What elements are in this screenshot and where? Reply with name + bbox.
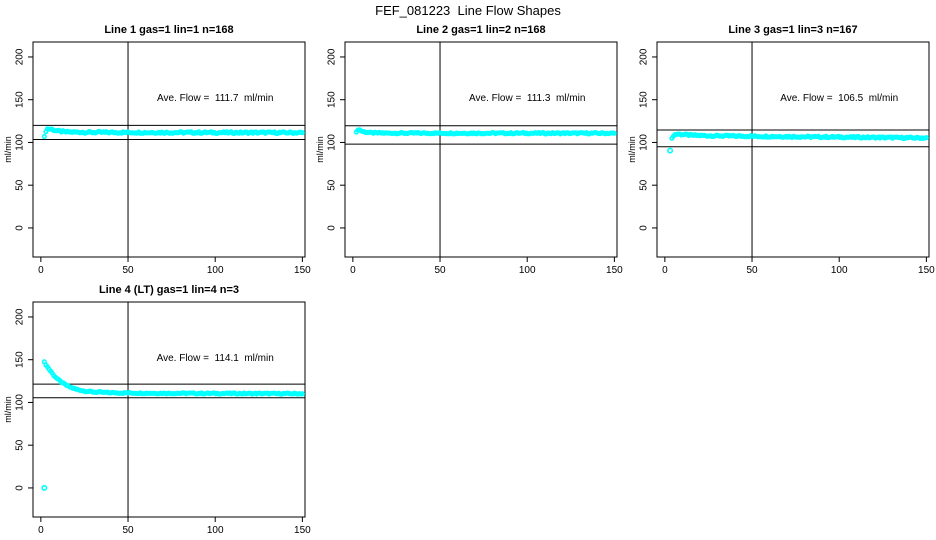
outlier-point [41, 484, 48, 491]
subplot-line-1: 0 50 100 150 200 0 50 100 150 ml/min Line 1 gas=1 … [0, 20, 312, 280]
x-tick-label: 0 [38, 265, 44, 276]
x-tick-label: 100 [207, 265, 224, 276]
data-point [611, 130, 617, 136]
plot-box [656, 41, 930, 258]
y-tick-label: 150 [14, 91, 25, 108]
data-point [299, 130, 305, 136]
y-tick-label: 0 [15, 225, 26, 231]
y-tick-label: 100 [639, 134, 650, 151]
y-axis-label: ml/min [315, 136, 325, 163]
y-tick-label: 100 [15, 394, 26, 411]
x-tick-label: 150 [294, 525, 311, 536]
plot-title: Line 4 (LT) gas=1 lin=4 n=3 [99, 284, 239, 296]
x-tick-label: 150 [606, 265, 623, 276]
plot-title: Line 3 gas=1 lin=3 n=167 [728, 24, 857, 36]
y-tick-label: 0 [639, 225, 650, 231]
x-tick-label: 50 [122, 525, 134, 536]
y-tick-label: 200 [327, 48, 338, 65]
y-tick-label: 150 [14, 351, 25, 368]
ave-flow-annotation: Ave. Flow = 106.5 ml/min [780, 93, 898, 104]
y-axis-label: ml/min [627, 136, 637, 163]
plot-canvas: 0 50 100 150 200 0 50 100 150 ml/min Line 4 (LT) g… [3, 284, 311, 536]
ave-flow-annotation: Ave. Flow = 111.7 ml/min [157, 93, 273, 104]
subplot-line-3: 0 50 100 150 200 0 50 100 150 ml/min Line 3 gas=1 … [624, 20, 936, 280]
y-tick-label: 0 [327, 225, 338, 231]
subplot-line-2: 0 50 100 150 200 0 50 100 150 ml/min Line 2 gas=1 … [312, 20, 624, 280]
plot-title: Line 1 gas=1 lin=1 n=168 [104, 24, 233, 36]
y-tick-label: 50 [639, 179, 650, 191]
plot-canvas: 0 50 100 150 200 0 50 100 150 ml/min Line 1 gas=1 … [3, 24, 311, 276]
y-axis-label: ml/min [3, 136, 13, 163]
y-tick-label: 200 [639, 48, 650, 65]
outlier-point [667, 147, 674, 154]
x-tick-label: 0 [662, 265, 668, 276]
x-tick-label: 0 [350, 265, 356, 276]
plot-canvas: 0 50 100 150 200 0 50 100 150 ml/min Line 3 gas=1 … [627, 24, 935, 276]
ave-flow-annotation: Ave. Flow = 114.1 ml/min [157, 353, 274, 364]
x-tick-label: 100 [519, 265, 536, 276]
x-tick-label: 50 [434, 265, 446, 276]
y-tick-label: 200 [15, 48, 26, 65]
y-tick-label: 100 [327, 134, 338, 151]
x-tick-label: 100 [831, 265, 848, 276]
plot-box [32, 41, 306, 258]
y-tick-label: 50 [15, 439, 26, 451]
y-tick-label: 150 [639, 91, 650, 108]
plot-title: Line 2 gas=1 lin=2 n=168 [416, 24, 545, 36]
y-tick-label: 50 [15, 179, 26, 191]
x-tick-label: 0 [38, 525, 44, 536]
x-tick-label: 50 [122, 265, 134, 276]
x-tick-label: 50 [746, 265, 758, 276]
figure-title: FEF_081223 Line Flow Shapes [375, 3, 561, 18]
y-tick-label: 100 [15, 134, 26, 151]
x-tick-label: 150 [294, 265, 311, 276]
y-tick-label: 200 [15, 308, 26, 325]
y-tick-label: 50 [327, 179, 338, 191]
plot-canvas: 0 50 100 150 200 0 50 100 150 ml/min Line 2 gas=1 … [315, 24, 623, 276]
plot-box [344, 41, 618, 258]
y-tick-label: 150 [327, 91, 338, 108]
ave-flow-annotation: Ave. Flow = 111.3 ml/min [469, 93, 585, 104]
data-point [299, 391, 305, 397]
subplot-line-4: 0 50 100 150 200 0 50 100 150 ml/min Line 4 (LT) g… [0, 280, 312, 540]
x-tick-label: 100 [207, 525, 224, 536]
plot-box [32, 301, 306, 518]
x-tick-label: 150 [918, 265, 935, 276]
data-point [923, 135, 929, 141]
y-axis-label: ml/min [3, 396, 13, 423]
y-tick-label: 0 [15, 485, 26, 491]
data-point [41, 134, 47, 140]
